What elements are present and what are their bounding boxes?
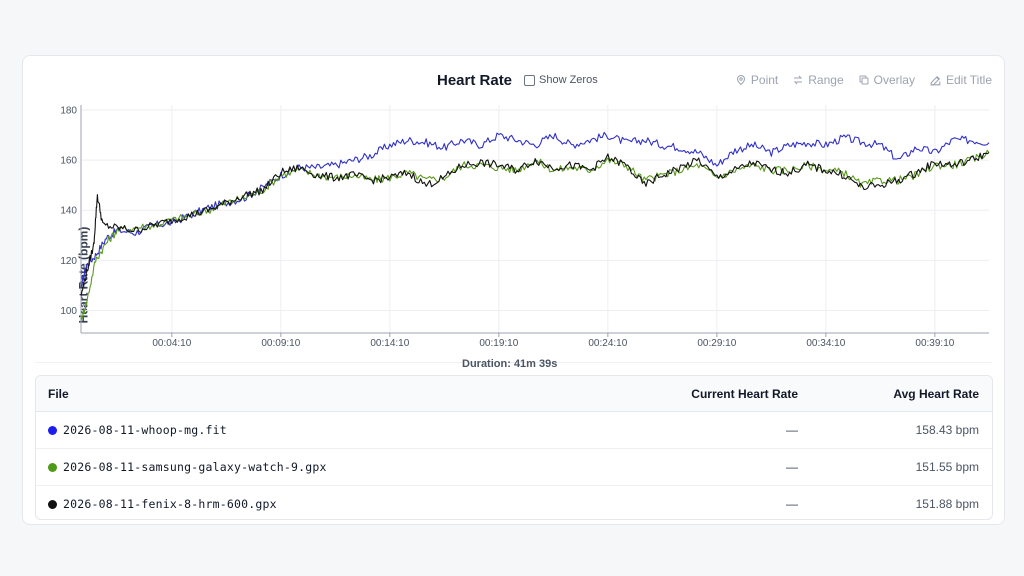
point-label: Point <box>750 73 779 87</box>
series-line-1 <box>80 131 990 289</box>
range-label: Range <box>808 73 844 87</box>
x-tick-label: 00:24:10 <box>588 338 627 349</box>
table-row[interactable]: 2026-08-11-fenix-8-hrm-600.gpx — 151.88 … <box>36 486 992 519</box>
avg-heart-rate: 151.88 bpm <box>915 497 979 511</box>
files-table: File Current Heart Rate Avg Heart Rate 2… <box>35 375 993 520</box>
plot-area <box>35 100 992 363</box>
current-heart-rate: — <box>786 423 798 437</box>
table-row[interactable]: 2026-08-11-samsung-galaxy-watch-9.gpx — … <box>36 449 992 486</box>
x-tick-label: 00:19:10 <box>479 338 518 349</box>
series-color-dot <box>48 499 57 509</box>
overlay-button[interactable]: Overlay <box>858 73 915 87</box>
x-tick-label: 00:34:10 <box>806 338 845 349</box>
y-tick-label: 180 <box>60 106 77 117</box>
x-tick-label: 00:39:10 <box>915 338 954 349</box>
y-tick-label: 120 <box>60 256 77 267</box>
header-current-heart-rate: Current Heart Rate <box>691 386 798 401</box>
avg-heart-rate: 158.43 bpm <box>915 423 979 437</box>
show-zeros-label: Show Zeros <box>539 74 598 86</box>
edit-title-button[interactable]: Edit Title <box>929 73 992 87</box>
x-tick-label: 00:09:10 <box>261 338 300 349</box>
x-tick-label: 00:29:10 <box>697 338 736 349</box>
file-name: 2026-08-11-samsung-galaxy-watch-9.gpx <box>63 460 327 474</box>
edit-title-label: Edit Title <box>945 73 992 87</box>
chart-title: Heart Rate <box>437 72 513 89</box>
copy-icon <box>859 75 869 85</box>
header-file: File <box>48 386 69 401</box>
x-tick-label: 00:14:10 <box>370 338 409 349</box>
range-button[interactable]: Range <box>792 73 844 87</box>
y-tick-label: 100 <box>60 306 77 317</box>
current-heart-rate: — <box>786 460 798 474</box>
overlay-label: Overlay <box>873 73 915 87</box>
series-color-dot <box>48 462 57 472</box>
file-name: 2026-08-11-fenix-8-hrm-600.gpx <box>63 497 277 511</box>
file-name: 2026-08-11-whoop-mg.fit <box>63 423 227 437</box>
point-button[interactable]: Point <box>735 73 778 87</box>
y-tick-label: 140 <box>60 206 77 217</box>
show-zeros-toggle[interactable]: Show Zeros <box>524 74 598 86</box>
table-row[interactable]: 2026-08-11-whoop-mg.fit — 158.43 bpm <box>36 412 992 449</box>
series-line-2 <box>80 149 990 321</box>
series-line-3 <box>80 152 990 296</box>
heart-rate-line-chart[interactable]: 100 120 140 160 180 00:04:10 00:09:10 00:14:10 0… <box>0 0 1024 360</box>
y-tick-label: 160 <box>60 156 77 167</box>
current-heart-rate: — <box>786 497 798 511</box>
edit-icon <box>930 75 941 85</box>
chart-toolbar: Point Range Overlay Edit Title <box>735 73 992 87</box>
arrows-swap-icon <box>794 75 803 85</box>
avg-heart-rate: 151.55 bpm <box>915 460 979 474</box>
x-tick-label: 00:04:10 <box>152 338 191 349</box>
duration-label: Duration: 41m 39s <box>462 358 558 370</box>
series-color-dot <box>48 425 57 435</box>
header-avg-heart-rate: Avg Heart Rate <box>893 386 979 401</box>
show-zeros-checkbox[interactable] <box>524 74 535 86</box>
table-header: File Current Heart Rate Avg Heart Rate <box>36 376 992 412</box>
map-pin-icon <box>736 75 745 86</box>
